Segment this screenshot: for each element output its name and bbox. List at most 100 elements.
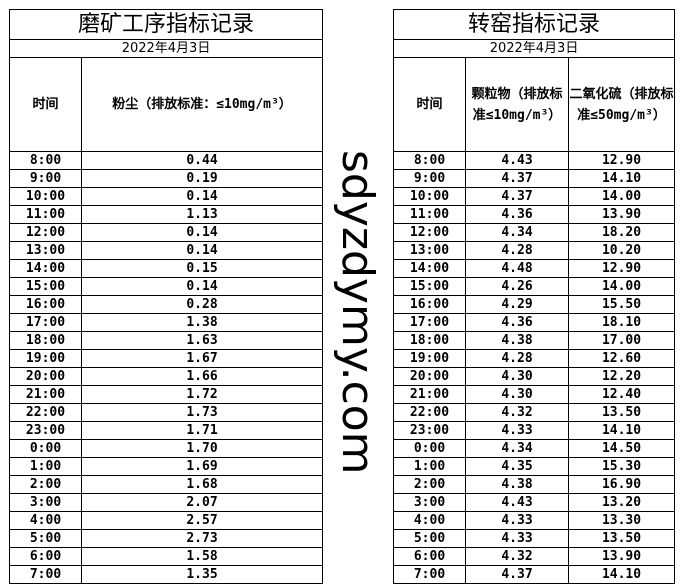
time-cell: 11:00 <box>393 205 466 224</box>
time-cell: 4:00 <box>393 511 466 530</box>
dust-cell: 1.68 <box>80 475 324 494</box>
dust-cell: 0.14 <box>80 241 324 260</box>
particulate-cell: 4.48 <box>465 259 569 278</box>
dust-cell: 2.07 <box>80 493 324 512</box>
table-row: 1:00 4.35 15.30 <box>393 457 676 476</box>
time-cell: 22:00 <box>9 403 82 422</box>
so2-cell: 14.00 <box>567 187 676 206</box>
so2-cell: 10.20 <box>567 241 676 260</box>
grinding-record-table: 磨矿工序指标记录 2022年4月3日 时间 粉尘（排放标准：≤10mg/m³） … <box>8 9 324 584</box>
time-cell: 2:00 <box>9 475 82 494</box>
time-cell: 4:00 <box>9 511 82 530</box>
table-row: 12:00 0.14 <box>9 223 324 242</box>
table-row: 2:00 4.38 16.90 <box>393 475 676 494</box>
particulate-cell: 4.30 <box>465 385 569 404</box>
table-row: 21:00 1.72 <box>9 385 324 404</box>
table-row: 3:00 4.43 13.20 <box>393 493 676 512</box>
table-row: 8:00 4.43 12.90 <box>393 151 676 170</box>
time-cell: 2:00 <box>393 475 466 494</box>
table-row: 23:00 1.71 <box>9 421 324 440</box>
table-row: 22:00 1.73 <box>9 403 324 422</box>
table-row: 3:00 2.07 <box>9 493 324 512</box>
table-row: 1:00 1.69 <box>9 457 324 476</box>
time-cell: 3:00 <box>9 493 82 512</box>
particulate-cell: 4.34 <box>465 223 569 242</box>
table-row: 4:00 2.57 <box>9 511 324 530</box>
table-row: 15:00 4.26 14.00 <box>393 277 676 296</box>
table-row: 18:00 4.38 17.00 <box>393 331 676 350</box>
time-cell: 0:00 <box>9 439 82 458</box>
dust-cell: 1.67 <box>80 349 324 368</box>
table-row: 17:00 1.38 <box>9 313 324 332</box>
table-row: 14:00 0.15 <box>9 259 324 278</box>
table-row: 0:00 4.34 14.50 <box>393 439 676 458</box>
table-row: 4:00 4.33 13.30 <box>393 511 676 530</box>
so2-cell: 15.50 <box>567 295 676 314</box>
so2-cell: 13.30 <box>567 511 676 530</box>
particulate-cell: 4.35 <box>465 457 569 476</box>
dust-cell: 1.35 <box>80 565 324 584</box>
particulate-cell: 4.26 <box>465 277 569 296</box>
dust-cell: 1.63 <box>80 331 324 350</box>
time-cell: 8:00 <box>9 151 82 170</box>
so2-cell: 18.10 <box>567 313 676 332</box>
particulate-cell: 4.38 <box>465 331 569 350</box>
time-cell: 20:00 <box>393 367 466 386</box>
table-row: 6:00 1.58 <box>9 547 324 566</box>
time-cell: 9:00 <box>9 169 82 188</box>
table-date: 2022年4月3日 <box>392 39 676 58</box>
dust-cell: 0.14 <box>80 187 324 206</box>
header-particulate: 颗粒物（排放标准≤10mg/m³） <box>465 57 569 152</box>
table-row: 9:00 0.19 <box>9 169 324 188</box>
time-cell: 14:00 <box>393 259 466 278</box>
table-body: 8:00 4.43 12.90 9:00 4.37 14.10 10:00 4.37 14.00… <box>393 151 676 584</box>
header-dust: 粉尘（排放标准：≤10mg/m³） <box>80 57 324 152</box>
particulate-cell: 4.33 <box>465 529 569 548</box>
dust-cell: 0.15 <box>80 259 324 278</box>
particulate-cell: 4.37 <box>465 565 569 584</box>
time-cell: 13:00 <box>9 241 82 260</box>
header-so2: 二氧化硫（排放标准≤50mg/m³） <box>567 57 676 152</box>
so2-cell: 14.10 <box>567 565 676 584</box>
table-date: 2022年4月3日 <box>8 39 324 58</box>
so2-cell: 13.90 <box>567 547 676 566</box>
table-row: 20:00 1.66 <box>9 367 324 386</box>
time-cell: 17:00 <box>393 313 466 332</box>
table-row: 12:00 4.34 18.20 <box>393 223 676 242</box>
dust-cell: 2.57 <box>80 511 324 530</box>
header-time: 时间 <box>393 57 466 152</box>
time-cell: 16:00 <box>9 295 82 314</box>
table-row: 0:00 1.70 <box>9 439 324 458</box>
particulate-cell: 4.32 <box>465 547 569 566</box>
time-cell: 8:00 <box>393 151 466 170</box>
time-cell: 18:00 <box>9 331 82 350</box>
table-row: 9:00 4.37 14.10 <box>393 169 676 188</box>
table-row: 21:00 4.30 12.40 <box>393 385 676 404</box>
time-cell: 7:00 <box>393 565 466 584</box>
kiln-record-table: 转窑指标记录 2022年4月3日 时间 颗粒物（排放标准≤10mg/m³） 二氧… <box>392 9 676 584</box>
table-title: 转窑指标记录 <box>392 9 676 40</box>
dust-cell: 1.73 <box>80 403 324 422</box>
table-row: 23:00 4.33 14.10 <box>393 421 676 440</box>
table-row: 10:00 4.37 14.00 <box>393 187 676 206</box>
table-row: 10:00 0.14 <box>9 187 324 206</box>
dust-cell: 1.66 <box>80 367 324 386</box>
particulate-cell: 4.43 <box>465 493 569 512</box>
time-cell: 10:00 <box>9 187 82 206</box>
time-cell: 21:00 <box>9 385 82 404</box>
so2-cell: 13.20 <box>567 493 676 512</box>
time-cell: 12:00 <box>9 223 82 242</box>
dust-cell: 0.14 <box>80 223 324 242</box>
dust-cell: 1.71 <box>80 421 324 440</box>
time-cell: 1:00 <box>393 457 466 476</box>
table-row: 17:00 4.36 18.10 <box>393 313 676 332</box>
table-row: 13:00 4.28 10.20 <box>393 241 676 260</box>
table-row: 5:00 4.33 13.50 <box>393 529 676 548</box>
table-row: 15:00 0.14 <box>9 277 324 296</box>
table-row: 20:00 4.30 12.20 <box>393 367 676 386</box>
time-cell: 5:00 <box>9 529 82 548</box>
table-title: 磨矿工序指标记录 <box>8 9 324 40</box>
so2-cell: 14.10 <box>567 169 676 188</box>
particulate-cell: 4.33 <box>465 511 569 530</box>
time-cell: 10:00 <box>393 187 466 206</box>
